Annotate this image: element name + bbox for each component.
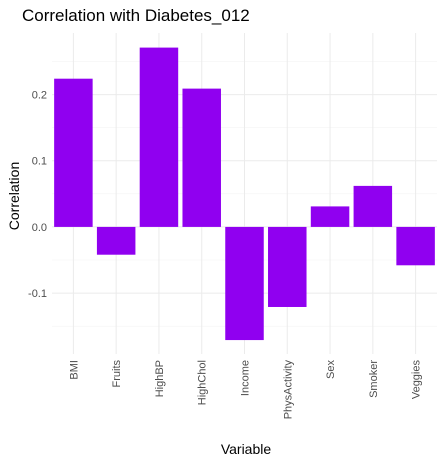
- y-tick-label: -0.1: [28, 288, 47, 300]
- x-axis-title: Variable: [221, 441, 272, 457]
- x-axis-ticks: BMI Fruits HighBP HighChol Income PhysActivit…: [68, 360, 422, 420]
- bars-layer: [54, 47, 435, 341]
- x-tick-label: Sex: [325, 360, 337, 379]
- bar-sex: [310, 206, 350, 227]
- y-axis-title: Correlation: [6, 162, 22, 230]
- bar-veggies: [396, 226, 435, 266]
- bar-smoker: [353, 185, 393, 227]
- y-tick-label: 0.2: [32, 90, 47, 102]
- x-tick-label: HighChol: [197, 360, 209, 405]
- bar-physactivity: [268, 226, 307, 307]
- bar-fruits: [96, 226, 136, 255]
- x-tick-label: BMI: [68, 360, 80, 380]
- chart-title: Correlation with Diabetes_012: [22, 6, 250, 25]
- bar-highchol: [182, 88, 221, 227]
- x-tick-label: PhysActivity: [282, 360, 294, 420]
- bar-highbp: [139, 47, 179, 227]
- x-tick-label: Income: [240, 360, 252, 396]
- bar-bmi: [54, 78, 93, 227]
- y-tick-label: 0.0: [32, 222, 47, 234]
- x-tick-label: Veggies: [411, 360, 423, 400]
- y-tick-label: 0.1: [32, 156, 47, 168]
- x-tick-label: Fruits: [111, 360, 123, 388]
- x-tick-label: Smoker: [368, 360, 380, 398]
- bar-income: [225, 226, 264, 341]
- y-axis-ticks: -0.1 0.0 0.1 0.2: [28, 90, 47, 301]
- x-tick-label: HighBP: [154, 360, 166, 397]
